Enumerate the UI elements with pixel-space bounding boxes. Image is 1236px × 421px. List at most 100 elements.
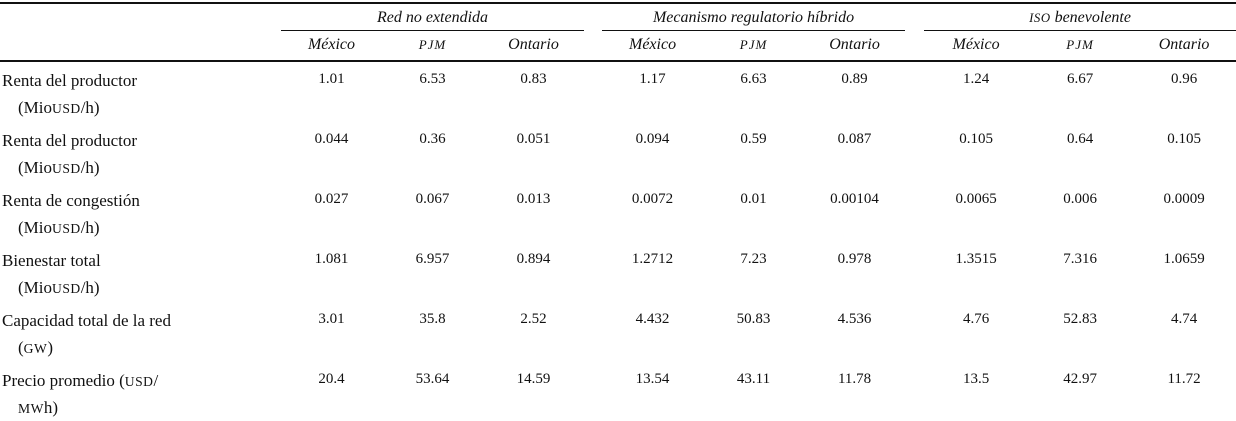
row-label-text: h)	[43, 398, 59, 417]
row-label-line: (MioUSD/h)	[2, 215, 277, 242]
row-label-text: (	[18, 338, 24, 357]
column-gap	[905, 30, 925, 62]
row-label-text: /h)	[80, 158, 100, 177]
table-row: Capacidad total de la red (GW) 3.01 35.8 2.5…	[0, 302, 1236, 362]
value-cell: 1.24	[962, 71, 990, 87]
value-cell: 0.96	[1170, 71, 1198, 87]
table-row: Precio promedio (USD/MWh) 20.4 53.64 14.59 1…	[0, 362, 1236, 421]
value-cell: 4.432	[635, 311, 670, 327]
row-label-line: (MioUSD/h)	[2, 95, 277, 122]
row-label-line: Renta de congestión	[2, 188, 277, 215]
group-header-row: Red no extendida Mecanismo regulatorio h…	[0, 3, 1236, 31]
row-label-text: GW	[23, 341, 48, 356]
row-label-text: USD	[124, 374, 154, 389]
row-label-text: USD	[52, 221, 81, 236]
row-label: Renta del productor (MioUSD/h)	[0, 61, 281, 122]
value-cell: 0.894	[516, 251, 551, 267]
col-header-mexico-1: México	[281, 30, 382, 62]
row-label-text: Renta del productor	[2, 131, 138, 150]
value-cell: 11.72	[1132, 362, 1236, 421]
value-cell: 11.78	[804, 362, 906, 421]
value-cell: 6.53	[419, 71, 446, 87]
column-gap	[905, 362, 925, 421]
column-gap	[584, 362, 603, 421]
row-label-line: (MioUSD/h)	[2, 275, 277, 302]
row-label-text: USD	[52, 101, 81, 116]
column-gap	[584, 3, 602, 31]
value-cell: 53.64	[382, 362, 483, 421]
value-cell: 0.0072	[631, 191, 674, 207]
value-cell: 1.2712	[631, 251, 674, 267]
value-cell: 7.316	[1063, 251, 1097, 267]
column-gap	[584, 302, 602, 362]
row-label: Bienestar total (MioUSD/h)	[0, 242, 281, 302]
value-cell: 0.83	[520, 71, 547, 87]
group-header-mecanismo-regulatorio-hibrido: Mecanismo regulatorio híbrido	[602, 3, 906, 31]
row-label-line: (MioUSD/h)	[2, 155, 277, 182]
table-row: Renta del productor (MioUSD/h) 0.044 0.36 0.…	[0, 122, 1236, 182]
value-cell: 0.0009	[1163, 191, 1205, 207]
row-label-text: Renta del productor	[2, 71, 138, 90]
group-header-red-no-extendida: Red no extendida	[281, 3, 585, 31]
row-label-line: MWh)	[2, 395, 277, 421]
col-header-mexico-3: México	[924, 30, 1029, 62]
column-gap	[584, 242, 602, 302]
value-cell: 6.63	[740, 71, 767, 87]
value-cell: 0.105	[959, 131, 993, 147]
column-gap	[584, 30, 603, 62]
value-cell: 50.83	[736, 311, 771, 327]
value-cell: 0.027	[314, 191, 349, 207]
value-cell: 0.59	[740, 131, 767, 147]
value-cell: 0.01	[740, 191, 767, 207]
value-cell: 3.01	[318, 311, 345, 327]
col-header-pjm-2: PJM	[703, 30, 805, 62]
value-cell: 0.36	[419, 131, 446, 147]
value-cell: 0.0065	[955, 191, 997, 207]
value-cell: 35.8	[419, 311, 446, 327]
table-body: Renta del productor (MioUSD/h) 1.01 6.53 0.8…	[0, 61, 1236, 421]
row-label-text: Precio promedio (	[2, 371, 125, 390]
col-header-pjm-1: PJM	[382, 30, 483, 62]
value-cell: 0.087	[837, 131, 872, 147]
row-label-text: )	[47, 338, 53, 357]
value-cell: 6.957	[415, 251, 450, 267]
column-header-row: México PJM Ontario México PJM Ontario Mé…	[0, 30, 1236, 62]
value-cell: 0.00104	[830, 191, 879, 207]
row-label-text: Capacidad total de la red	[2, 311, 171, 330]
row-label: Capacidad total de la red (GW)	[0, 302, 281, 362]
value-cell: 7.23	[740, 251, 767, 267]
row-label-line: Renta del productor	[2, 128, 277, 155]
row-label-text: /h)	[80, 98, 100, 117]
col-header-pjm-3: PJM	[1028, 30, 1133, 62]
value-cell: 0.64	[1066, 131, 1094, 147]
value-cell: 20.4	[281, 362, 382, 421]
column-gap	[584, 182, 602, 242]
row-label-text: (Mio	[18, 218, 52, 237]
value-cell: 4.76	[962, 311, 990, 327]
value-cell: 0.067	[415, 191, 450, 207]
row-label-line: (GW)	[2, 335, 277, 362]
row-label-text: (Mio	[18, 98, 52, 117]
column-gap	[584, 122, 602, 182]
col-header-mexico-2: México	[602, 30, 704, 62]
value-cell: 43.11	[703, 362, 805, 421]
table-row: Bienestar total (MioUSD/h) 1.081 6.957 0.894…	[0, 242, 1236, 302]
corner-cell	[0, 3, 281, 31]
row-label-line: Precio promedio (USD/	[2, 368, 277, 395]
value-cell: 0.978	[837, 251, 872, 267]
group-header-label: Mecanismo regulatorio híbrido	[652, 9, 855, 26]
column-gap	[905, 302, 924, 362]
column-gap	[905, 182, 924, 242]
table-row: Renta de congestión (MioUSD/h) 0.027 0.067 0…	[0, 182, 1236, 242]
value-cell: 1.081	[314, 251, 349, 267]
row-label-text: Renta de congestión	[2, 191, 140, 210]
row-label-text: MW	[18, 401, 44, 416]
value-cell: 0.013	[516, 191, 551, 207]
value-cell: 0.89	[841, 71, 868, 87]
value-cell: 0.105	[1167, 131, 1201, 147]
group-header-label: Red no extendida	[376, 9, 489, 26]
value-cell: 13.54	[602, 362, 704, 421]
value-cell: 42.97	[1028, 362, 1133, 421]
